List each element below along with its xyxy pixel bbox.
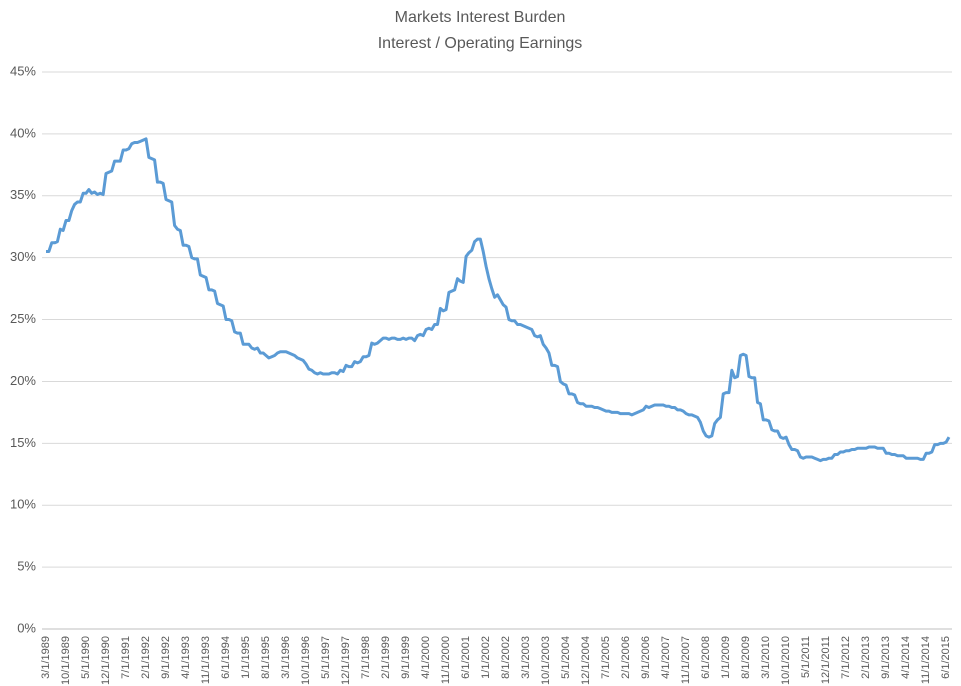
y-tick-label: 5% — [17, 559, 36, 574]
x-tick-label: 5/1/2004 — [560, 636, 572, 679]
x-tick-label: 2/1/2006 — [620, 636, 632, 679]
x-tick-label: 6/1/1994 — [220, 636, 232, 679]
x-tick-label: 4/1/2007 — [660, 636, 672, 679]
x-tick-label: 9/1/2006 — [640, 636, 652, 679]
y-tick-label: 25% — [10, 311, 36, 326]
x-tick-label: 10/1/1989 — [60, 636, 72, 685]
x-tick-label: 11/1/1993 — [200, 636, 212, 684]
x-tick-label: 5/1/1990 — [80, 636, 92, 679]
x-tick-label: 3/1/2010 — [760, 636, 772, 679]
x-tick-label: 7/1/1991 — [120, 636, 132, 679]
x-tick-label: 7/1/2012 — [840, 636, 852, 679]
x-tick-label: 12/1/1997 — [340, 636, 352, 685]
y-tick-label: 45% — [10, 63, 36, 78]
x-tick-label: 3/1/1989 — [40, 636, 52, 679]
x-tick-label: 11/1/2000 — [440, 636, 452, 684]
x-tick-label: 5/1/1997 — [320, 636, 332, 679]
y-tick-label: 30% — [10, 249, 36, 264]
x-tick-label: 8/1/2009 — [740, 636, 752, 679]
x-tick-label: 11/1/2014 — [920, 636, 932, 684]
x-tick-label: 12/1/1990 — [100, 636, 112, 685]
y-tick-label: 0% — [17, 620, 36, 635]
x-tick-label: 11/1/2007 — [680, 636, 692, 684]
x-tick-label: 10/1/2003 — [540, 636, 552, 685]
x-tick-label: 7/1/2005 — [600, 636, 612, 679]
x-tick-label: 6/1/2001 — [460, 636, 472, 679]
y-tick-label: 35% — [10, 187, 36, 202]
x-tick-label: 5/1/2011 — [800, 636, 812, 678]
x-tick-label: 2/1/2013 — [860, 636, 872, 679]
x-tick-label: 10/1/1996 — [300, 636, 312, 685]
x-tick-label: 12/1/2011 — [820, 636, 832, 684]
y-tick-label: 20% — [10, 373, 36, 388]
x-tick-label: 3/1/2003 — [520, 636, 532, 679]
x-tick-label: 10/1/2010 — [780, 636, 792, 685]
x-tick-label: 8/1/1995 — [260, 636, 272, 679]
x-tick-label: 1/1/2009 — [720, 636, 732, 679]
x-tick-label: 9/1/1992 — [160, 636, 172, 679]
x-tick-label: 2/1/1999 — [380, 636, 392, 679]
data-line — [46, 137, 951, 463]
x-tick-label: 7/1/1998 — [360, 636, 372, 679]
chart-title: Markets Interest Burden — [395, 9, 566, 26]
x-tick-label: 3/1/1996 — [280, 636, 292, 679]
y-tick-label: 15% — [10, 435, 36, 450]
x-tick-label: 8/1/2002 — [500, 636, 512, 679]
x-tick-label: 12/1/2004 — [580, 636, 592, 685]
x-tick-label: 4/1/2014 — [900, 636, 912, 679]
y-tick-label: 40% — [10, 125, 36, 140]
x-tick-label: 4/1/2000 — [420, 636, 432, 679]
x-tick-label: 6/1/2015 — [940, 636, 952, 679]
x-tick-label: 9/1/1999 — [400, 636, 412, 679]
x-tick-label: 9/1/2013 — [880, 636, 892, 679]
chart-subtitle: Interest / Operating Earnings — [378, 35, 583, 52]
x-tick-label: 1/1/1995 — [240, 636, 252, 679]
x-tick-label: 2/1/1992 — [140, 636, 152, 679]
x-tick-label: 1/1/2002 — [480, 636, 492, 679]
y-tick-label: 10% — [10, 497, 36, 512]
x-tick-label: 4/1/1993 — [180, 636, 192, 679]
x-tick-label: 6/1/2008 — [700, 636, 712, 679]
